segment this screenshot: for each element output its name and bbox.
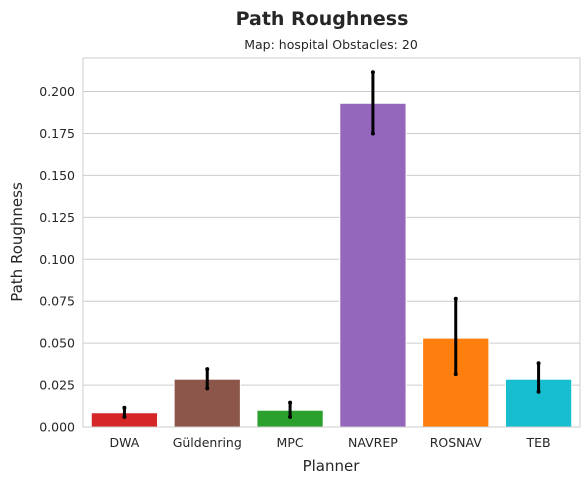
- y-tick-label: 0.075: [39, 294, 75, 309]
- error-cap: [370, 70, 375, 75]
- error-cap: [453, 296, 458, 301]
- error-cap: [205, 367, 210, 372]
- error-cap: [288, 400, 293, 405]
- y-tick-label: 0.200: [39, 84, 75, 99]
- x-tick-label: DWA: [109, 435, 139, 450]
- x-tick-label: ROSNAV: [430, 435, 483, 450]
- chart-title: Path Roughness: [236, 8, 409, 30]
- error-cap: [453, 372, 458, 377]
- x-tick-label: TEB: [526, 435, 551, 450]
- error-cap: [122, 405, 127, 410]
- chart-subtitle: Map: hospital Obstacles: 20: [244, 37, 418, 52]
- x-axis-label: Planner: [303, 457, 361, 475]
- error-bars: [122, 70, 541, 419]
- plot-frame: [82, 57, 581, 428]
- x-tick-label: NAVREP: [348, 435, 398, 450]
- y-tick-label: 0.000: [39, 420, 75, 435]
- bar: [339, 102, 407, 428]
- x-tick-label: MPC: [277, 435, 304, 450]
- error-cap: [536, 361, 541, 366]
- y-tick-label: 0.050: [39, 336, 75, 351]
- x-tick-label: Güldenring: [173, 435, 242, 450]
- error-cap: [205, 386, 210, 391]
- error-cap: [122, 414, 127, 419]
- error-cap: [536, 389, 541, 394]
- y-tick-label: 0.125: [39, 210, 75, 225]
- bars: [90, 102, 573, 428]
- y-tick-label: 0.025: [39, 378, 75, 393]
- y-axis-label: Path Roughness: [8, 182, 26, 302]
- y-tick-label: 0.100: [39, 252, 75, 267]
- y-tick-label: 0.150: [39, 168, 75, 183]
- y-axis-ticks: 0.000 0.025 0.050 0.075 0.100 0.125 0.150 0.175…: [39, 84, 75, 434]
- x-axis-ticks: DWA Güldenring MPC NAVREP ROSNAV TEB: [109, 435, 550, 450]
- grid-lines: [83, 91, 580, 428]
- error-cap: [288, 414, 293, 419]
- y-tick-label: 0.175: [39, 126, 75, 141]
- error-cap: [370, 131, 375, 136]
